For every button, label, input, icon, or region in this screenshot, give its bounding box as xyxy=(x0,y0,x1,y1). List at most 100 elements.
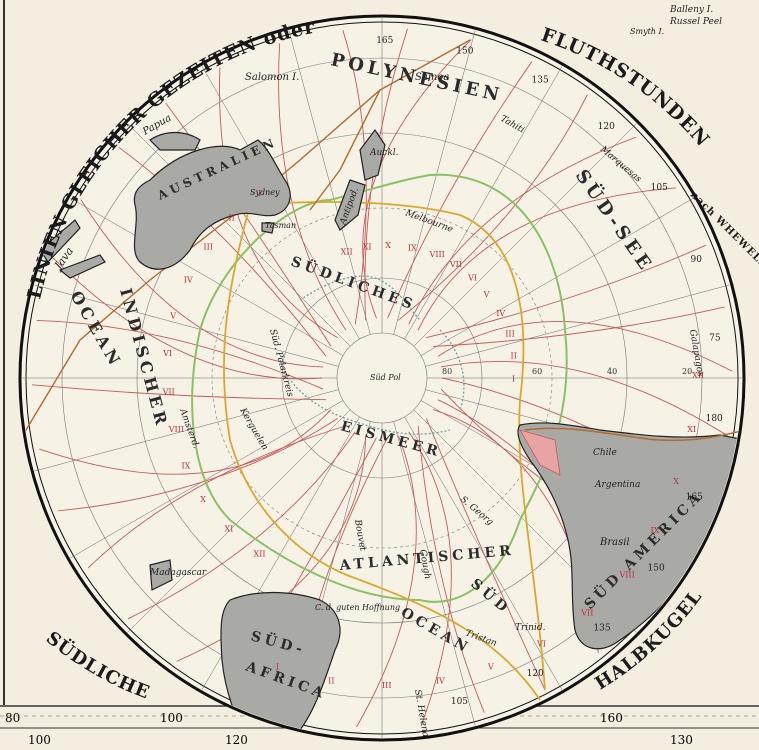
cotidal-line xyxy=(219,67,338,338)
cotidal-line xyxy=(426,244,707,339)
meridian-line xyxy=(413,123,637,347)
cotidal-line xyxy=(408,136,637,325)
label-smyth: Smyth I. xyxy=(630,27,664,36)
tide-hour-numeral: VIII xyxy=(168,425,184,434)
rim-longitude-label: 120 xyxy=(598,122,615,132)
label-sydney: Sydney xyxy=(250,188,280,197)
tide-hour-numeral: X xyxy=(200,495,206,504)
cotidal-line xyxy=(87,425,346,569)
cotidal-line xyxy=(52,257,323,380)
cotidal-line xyxy=(118,146,327,357)
cotidal-line xyxy=(36,319,324,390)
meridian-line xyxy=(127,409,351,633)
cotidal-line xyxy=(417,425,485,713)
tide-hour-numeral: I xyxy=(512,374,515,383)
label-auckland: Auckl. xyxy=(369,148,399,158)
tide-hour-numeral: X xyxy=(673,477,679,486)
tide-hour-numeral: II xyxy=(328,676,334,685)
green-limit-line xyxy=(191,173,568,603)
rim-longitude-label: 135 xyxy=(593,624,610,634)
label-brasil: Brasil xyxy=(599,537,630,548)
madagascar-island xyxy=(149,559,173,591)
meridian-line xyxy=(288,30,371,335)
meridian-line xyxy=(393,30,476,335)
rim-longitude-label: 75 xyxy=(709,333,721,343)
tide-hour-numeral: II xyxy=(228,213,234,222)
tide-hour-numeral: IX xyxy=(408,244,417,253)
sumatra-island xyxy=(39,219,81,263)
africa-landmass xyxy=(220,591,341,738)
tide-hour-numeral: XII xyxy=(254,550,266,559)
label-trinid: Trinid. xyxy=(515,623,546,633)
meridian-line xyxy=(127,123,351,347)
cotidal-line xyxy=(437,321,733,372)
label-samoa: Samoa xyxy=(415,72,449,83)
tierra-del-fuego-hatch xyxy=(519,429,561,476)
latitude-label: 40 xyxy=(607,367,617,376)
latitude-labels: 80 60 40 20 xyxy=(442,367,692,376)
meridian-line xyxy=(425,284,730,367)
label-tasman: Tasman xyxy=(265,221,296,230)
scale-lower-2: 120 xyxy=(225,733,248,747)
tide-hour-numeral: VIII xyxy=(618,570,634,579)
rim-longitude-label: 150 xyxy=(648,564,665,574)
meridian-line xyxy=(70,400,344,559)
australia-landmass xyxy=(133,139,291,270)
scale-lower-1: 100 xyxy=(28,733,51,747)
label-madagascar: Madagascar xyxy=(149,568,207,578)
rim-longitude-label: 165 xyxy=(376,36,393,46)
rim-longitude-label: 150 xyxy=(456,46,473,56)
tide-hour-numeral: V xyxy=(483,290,490,299)
cotidal-line xyxy=(425,418,545,689)
tide-hour-numeral: I xyxy=(258,189,261,198)
meridian-line xyxy=(34,389,339,472)
cotidal-line xyxy=(32,384,327,401)
tide-hour-numeral: IV xyxy=(436,676,445,685)
rim-longitude-label: 120 xyxy=(527,669,544,679)
scale-upper-2: 100 xyxy=(160,711,183,725)
latitude-label: 20 xyxy=(682,367,692,376)
tide-hour-numeral: IV xyxy=(184,275,193,284)
cotidal-lines xyxy=(32,28,733,728)
tide-hour-numeral: IV xyxy=(496,309,505,318)
cotidal-line xyxy=(356,435,417,728)
cotidal-line xyxy=(278,43,347,331)
new-zealand-south xyxy=(334,179,366,231)
tide-hour-numeral: III xyxy=(505,330,514,339)
cotidal-line xyxy=(39,409,332,475)
tasmania xyxy=(261,222,275,234)
cotidal-line xyxy=(80,199,324,368)
label-argentina: Argentina xyxy=(594,480,640,490)
tide-hour-numeral: XI xyxy=(224,525,233,534)
tide-hour-numeral: XII xyxy=(341,248,353,257)
meridian-line xyxy=(404,66,563,340)
rim-longitude-label: 105 xyxy=(651,183,668,193)
new-zealand-north xyxy=(359,128,386,181)
tide-hour-numeral: VI xyxy=(467,274,477,283)
scale-upper-3: 160 xyxy=(600,711,623,725)
meridian-line xyxy=(70,197,344,356)
bottom-scale: 80 100 160 100 120 130 xyxy=(5,711,693,747)
rim-longitude-label: 165 xyxy=(686,492,703,502)
java-island xyxy=(58,254,106,279)
label-cap: C. d. guten Hoffnung xyxy=(315,603,400,612)
tide-hour-numeral: VI xyxy=(536,639,546,648)
scale-upper-1: 80 xyxy=(5,711,20,725)
tide-hour-numeral: XI xyxy=(363,242,372,251)
tide-hour-numeral: VIII xyxy=(429,250,445,259)
rim-longitude-label: 105 xyxy=(451,697,468,707)
latitude-label: 80 xyxy=(442,367,452,376)
tide-hour-numeral: VII xyxy=(580,608,593,617)
label-salomon: Salomon I. xyxy=(245,72,299,83)
tide-hour-numeral: V xyxy=(487,662,494,671)
antarctic-coast xyxy=(279,275,465,435)
label-pole: Süd Pol xyxy=(370,373,401,382)
cotidal-line xyxy=(127,431,356,620)
tide-hour-numeral: XI xyxy=(687,425,696,434)
tide-hour-numeral: IX xyxy=(181,461,190,470)
rim-longitude-labels: 165 150 135 120 105 90 75 180 165 150 135 120 105 xyxy=(376,36,723,707)
meridian-line xyxy=(420,197,694,356)
rim-longitude-label: 90 xyxy=(690,255,702,265)
cotidal-line xyxy=(165,102,332,347)
